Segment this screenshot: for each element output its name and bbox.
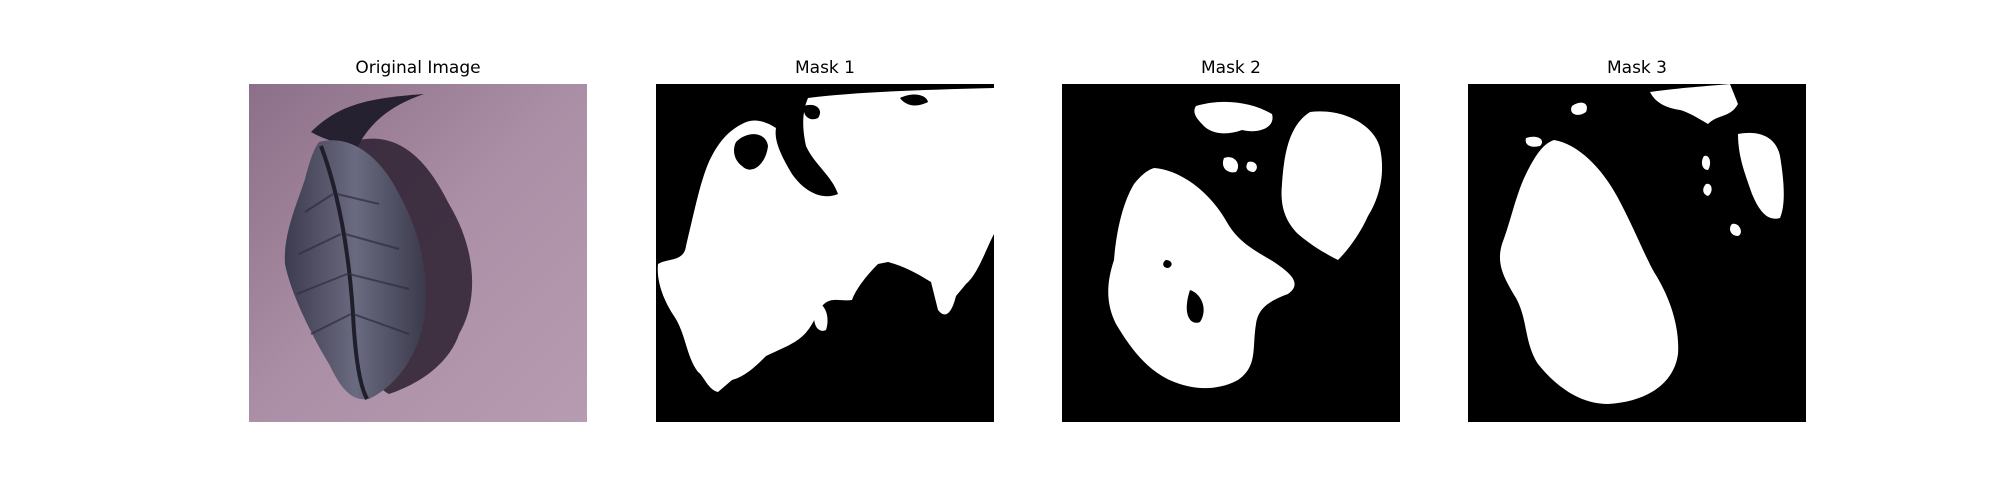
original-image-svg — [249, 84, 587, 422]
mask-2-foreground-main — [1108, 168, 1295, 389]
leaf-body — [284, 140, 426, 400]
panel-title-mask-3: Mask 3 — [1606, 58, 1667, 78]
mask-1-image — [656, 84, 994, 422]
mask-3-svg — [1468, 84, 1806, 422]
mask-3-image — [1468, 84, 1806, 422]
panel-title-original: Original Image — [355, 58, 481, 78]
panel-title-mask-2: Mask 2 — [1200, 58, 1261, 78]
leaf-midrib — [319, 145, 369, 400]
mask-1-svg — [656, 84, 994, 422]
panel-title-mask-1: Mask 1 — [794, 58, 855, 78]
leaf-tip — [311, 94, 424, 148]
mask-2-image — [1062, 84, 1400, 422]
leaf-veins — [296, 193, 410, 335]
mask-2-svg — [1062, 84, 1400, 422]
mask-2-foreground-upper — [1281, 111, 1383, 260]
original-image — [249, 84, 587, 422]
mask-3-foreground-main — [1499, 140, 1679, 404]
mask-2-foreground-scatter — [1194, 101, 1273, 134]
mask-3-foreground-scatter — [1650, 84, 1738, 124]
